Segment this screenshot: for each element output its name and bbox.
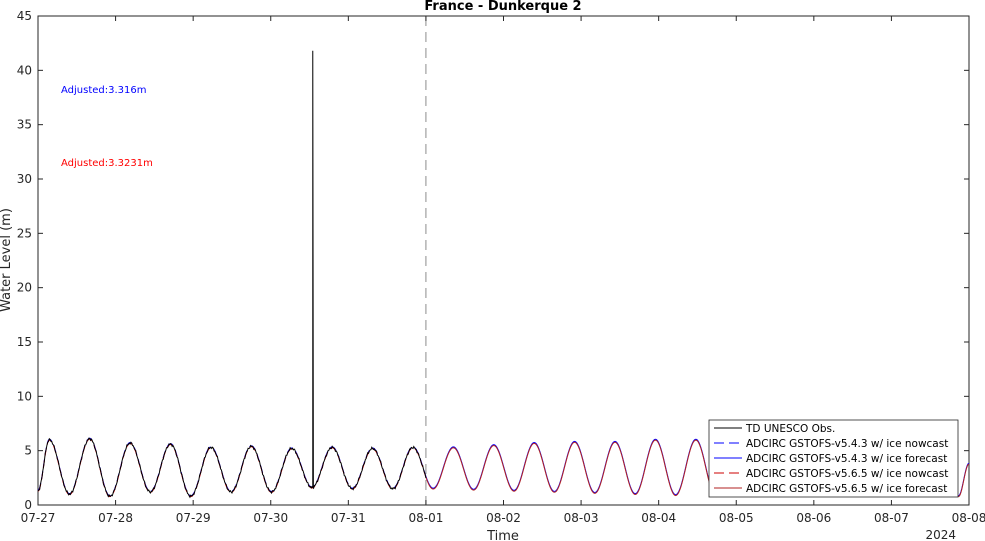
legend-label-obs: TD UNESCO Obs.: [745, 423, 835, 435]
series-layer: [37, 16, 970, 505]
legend-box: [708, 419, 959, 498]
y-tick-label: 5: [24, 444, 32, 458]
legend-label-v543-forecast: ADCIRC GSTOFS-v5.4.3 w/ ice forecast: [746, 453, 947, 465]
x-tick-label: 08-06: [796, 511, 831, 525]
axis-layer: 0 5 10 15 20 25 30 35 40 45 07-27 07-28 07-29 07-30 07…: [17, 9, 985, 525]
obs-spike: [312, 50, 314, 488]
legend: TD UNESCO Obs. ADCIRC GSTOFS-v5.4.3 w/ i…: [708, 419, 959, 498]
x-tick-label: 07-31: [331, 511, 366, 525]
x-tick-label: 08-08: [952, 511, 985, 525]
x-tick-label: 08-01: [408, 511, 443, 525]
y-tick-label: 10: [17, 389, 32, 403]
x-tick-label: 08-07: [874, 511, 909, 525]
legend-swatches: [714, 427, 742, 489]
legend-label-v543-nowcast: ADCIRC GSTOFS-v5.4.3 w/ ice nowcast: [746, 438, 948, 450]
annotation-adjusted-v565: Adjusted:3.3231m: [61, 158, 153, 169]
y-tick-label: 0: [24, 498, 32, 512]
chart-title: France - Dunkerque 2: [424, 0, 581, 14]
y-tick-label: 35: [17, 118, 32, 132]
y-tick-label: 15: [17, 335, 32, 349]
x-tick-label: 07-30: [253, 511, 288, 525]
series-line-obs: [37, 437, 427, 499]
x-tick-label: 08-05: [719, 511, 754, 525]
legend-label-v565-nowcast: ADCIRC GSTOFS-v5.6.5 w/ ice nowcast: [746, 468, 948, 480]
x-tick-label: 07-28: [98, 511, 133, 525]
y-tick-label: 45: [17, 9, 32, 23]
y-axis-label: Water Level (m): [0, 208, 14, 312]
y-tick-label: 40: [17, 63, 32, 77]
x-tick-label: 07-27: [21, 511, 56, 525]
year-label: 2024: [925, 528, 956, 541]
x-tick-label: 08-02: [486, 511, 521, 525]
annotation-adjusted-v543: Adjusted:3.316m: [61, 85, 147, 96]
x-tick-label: 08-04: [641, 511, 676, 525]
y-tick-label: 30: [17, 172, 32, 186]
x-tick-label: 07-29: [176, 511, 211, 525]
x-axis-label: Time: [486, 529, 519, 541]
x-tick-label: 08-03: [564, 511, 599, 525]
y-tick-label: 20: [17, 281, 32, 295]
legend-label-v565-forecast: ADCIRC GSTOFS-v5.6.5 w/ ice forecast: [746, 483, 947, 495]
y-tick-label: 25: [17, 226, 32, 240]
